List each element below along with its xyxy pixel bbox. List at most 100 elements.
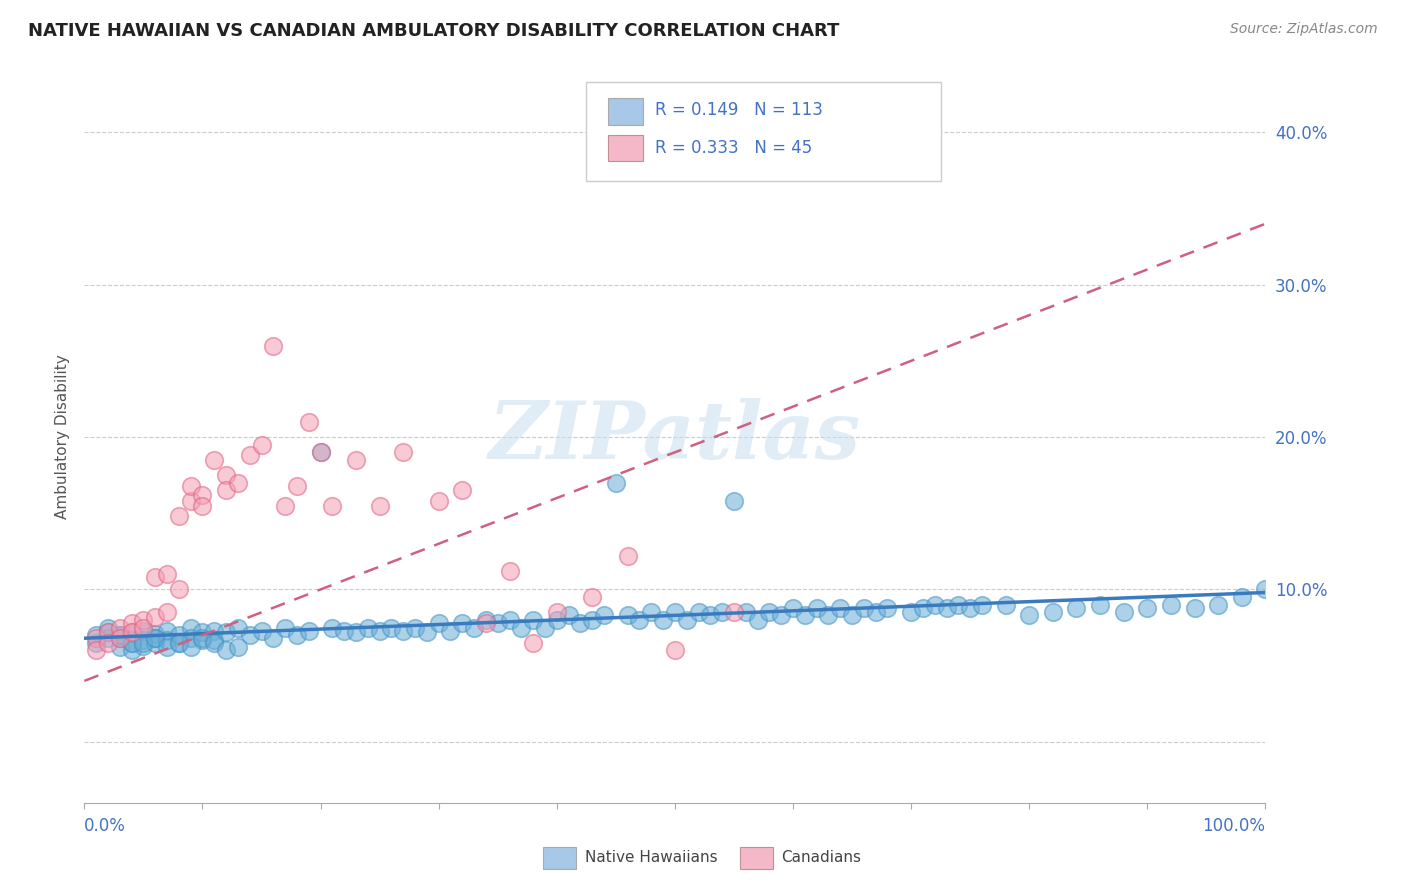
Point [226, 640, 249, 655]
Point [143, 636, 166, 650]
Point [948, 598, 970, 612]
Point [723, 605, 745, 619]
Point [534, 621, 557, 635]
Point [640, 605, 662, 619]
Point [167, 628, 190, 642]
Point [427, 494, 450, 508]
Point [215, 468, 238, 483]
Point [475, 615, 498, 630]
Point [546, 613, 568, 627]
Point [1136, 600, 1159, 615]
Point [616, 549, 638, 563]
Point [321, 621, 343, 635]
Point [1184, 600, 1206, 615]
Point [108, 640, 131, 655]
Point [817, 608, 839, 623]
Point [569, 615, 592, 630]
Point [97, 632, 120, 646]
Point [309, 445, 332, 459]
Point [852, 600, 875, 615]
Bar [740, 847, 773, 869]
Point [876, 600, 898, 615]
Point [924, 598, 946, 612]
Point [250, 438, 273, 452]
Point [121, 625, 143, 640]
Point [143, 632, 166, 646]
Point [404, 621, 426, 635]
Point [664, 605, 686, 619]
Point [132, 632, 155, 647]
Point [215, 625, 238, 640]
Point [108, 621, 131, 635]
Point [180, 494, 202, 508]
Point [711, 605, 734, 619]
Point [143, 632, 166, 646]
Point [132, 613, 155, 627]
Point [191, 499, 214, 513]
Point [180, 621, 202, 635]
Point [830, 600, 852, 615]
Point [167, 636, 190, 650]
Point [1018, 608, 1040, 623]
Point [392, 624, 415, 638]
Point [132, 639, 155, 653]
Point [605, 475, 627, 490]
Point [546, 605, 568, 619]
Point [156, 605, 179, 619]
Point [392, 445, 415, 459]
Point [239, 628, 262, 642]
Point [664, 643, 686, 657]
Point [226, 621, 249, 635]
Point [180, 479, 202, 493]
Point [84, 636, 107, 650]
Point [770, 608, 793, 623]
Point [191, 488, 214, 502]
Point [180, 640, 202, 655]
Point [498, 613, 520, 627]
Point [167, 582, 190, 597]
Point [202, 453, 225, 467]
Text: Source: ZipAtlas.com: Source: ZipAtlas.com [1230, 22, 1378, 37]
Point [628, 613, 651, 627]
Point [865, 605, 887, 619]
Point [1088, 598, 1111, 612]
Point [734, 605, 756, 619]
Point [97, 625, 120, 640]
Point [250, 624, 273, 638]
Point [121, 625, 143, 640]
Point [368, 624, 391, 638]
Point [167, 509, 190, 524]
Point [688, 605, 710, 619]
Text: R = 0.149   N = 113: R = 0.149 N = 113 [655, 101, 823, 120]
Point [427, 615, 450, 630]
Point [1066, 600, 1088, 615]
Point [274, 621, 297, 635]
Point [97, 636, 120, 650]
Point [935, 600, 957, 615]
Point [994, 598, 1017, 612]
Point [274, 499, 297, 513]
Point [675, 613, 697, 627]
Point [121, 643, 143, 657]
Point [1112, 605, 1135, 619]
Point [132, 621, 155, 635]
Point [1206, 598, 1229, 612]
Point [108, 632, 131, 646]
Y-axis label: Ambulatory Disability: Ambulatory Disability [55, 355, 70, 519]
Point [1254, 582, 1277, 597]
Point [285, 628, 308, 642]
Point [202, 636, 225, 650]
Point [84, 643, 107, 657]
Point [344, 625, 367, 640]
Point [262, 632, 284, 646]
Point [239, 448, 262, 462]
Point [309, 445, 332, 459]
Point [522, 636, 544, 650]
Point [416, 625, 439, 640]
Point [1230, 590, 1253, 604]
Point [510, 621, 533, 635]
Point [215, 643, 238, 657]
Point [156, 624, 179, 638]
Point [581, 613, 603, 627]
Point [191, 632, 214, 646]
